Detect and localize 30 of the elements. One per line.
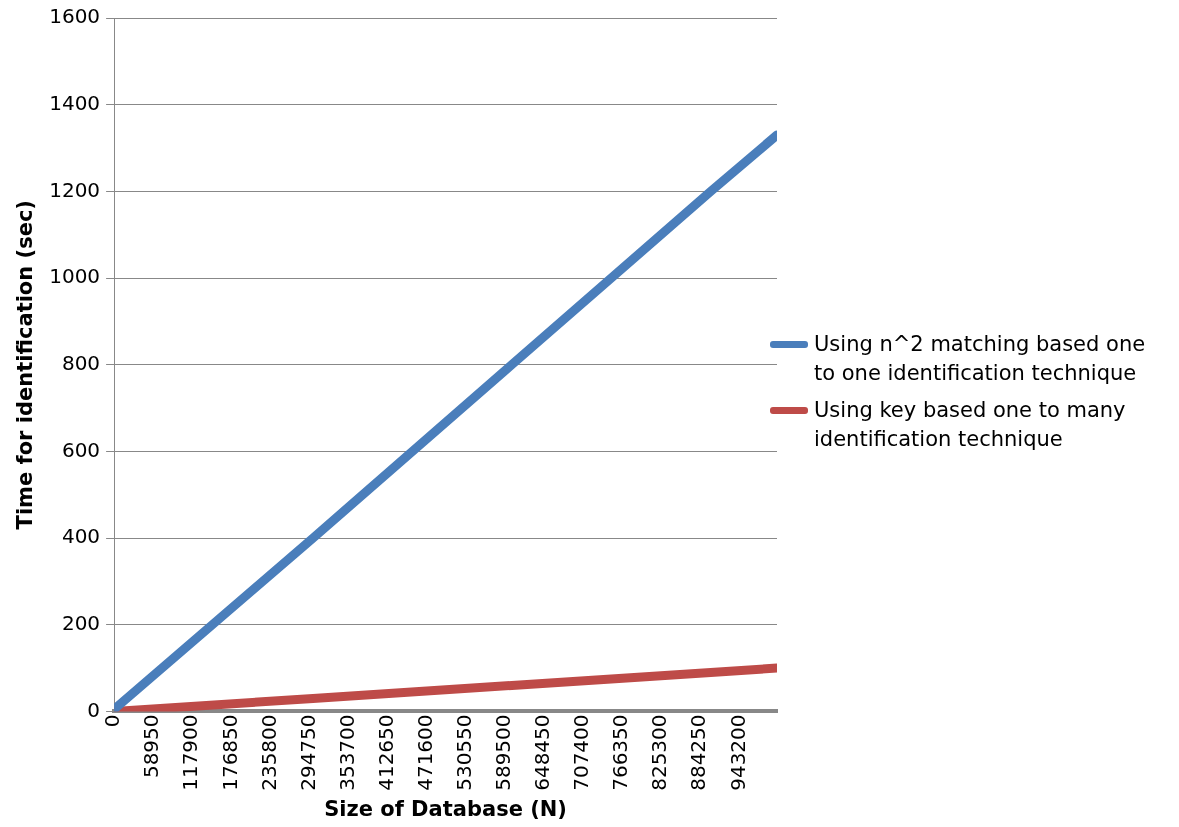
x-tick-label: 0 [100, 714, 125, 728]
x-tick-label: 530550 [452, 714, 476, 791]
y-tick-label: 1400 [49, 90, 101, 115]
x-tick-label: 353700 [334, 714, 359, 791]
x-tick-label: 766350 [608, 714, 633, 791]
x-tick-label: 58950 [139, 714, 164, 779]
x-tick-label: 117900 [178, 714, 203, 791]
x-tick-label: 648450 [530, 714, 555, 791]
y-tick-label: 1000 [49, 264, 101, 289]
legend-label: Using key based one to many identification technique [814, 397, 1127, 453]
x-tick-label: 825300 [647, 714, 672, 791]
y-tick-label: 1600 [49, 4, 101, 29]
x-tick-label: 884250 [686, 714, 711, 791]
x-tick-label: 589500 [491, 714, 516, 791]
x-tick-label: 943200 [725, 714, 750, 791]
y-tick-label: 800 [61, 350, 101, 375]
x-tick-label: 235800 [256, 714, 281, 791]
x-tick-label: 471600 [412, 714, 437, 791]
x-tick-label: 176850 [217, 714, 242, 791]
y-tick-label: 400 [61, 524, 101, 549]
y-axis-title: Time for identification (sec) [13, 200, 38, 530]
x-tick-label: 412650 [373, 714, 398, 791]
y-tick-label: 200 [61, 610, 101, 635]
x-tick-label: 707400 [569, 714, 594, 791]
y-tick-label: 0 [87, 697, 101, 722]
x-axis-title: Size of Database (N) [324, 796, 567, 821]
x-tick-label: 294750 [295, 714, 320, 791]
y-tick-label: 600 [61, 437, 101, 462]
y-tick-label: 1200 [49, 177, 101, 202]
legend-label: Using n^2 matching based one to one identification technique [814, 331, 1147, 387]
